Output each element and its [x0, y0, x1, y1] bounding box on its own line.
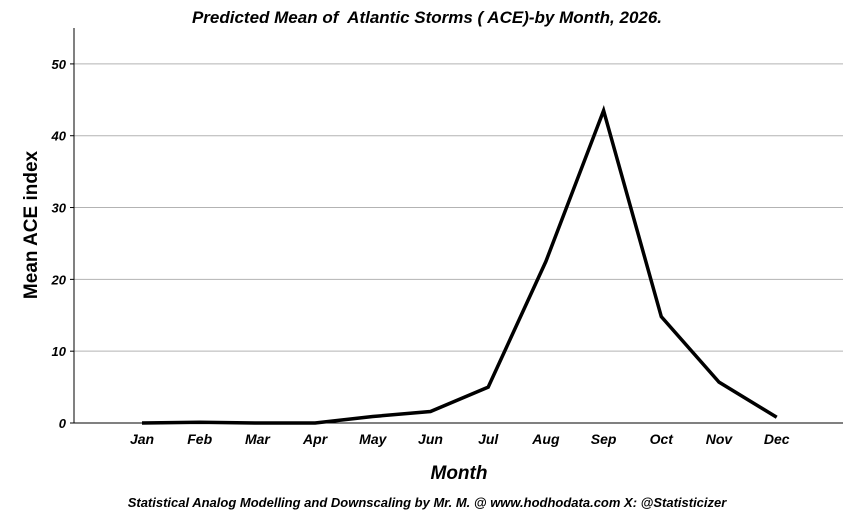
x-tick-label: Jul — [478, 431, 499, 447]
x-tick-label: Jun — [418, 431, 443, 447]
y-tick-label: 50 — [52, 57, 67, 72]
y-tick-label: 0 — [59, 416, 67, 431]
x-tick-label: May — [359, 431, 387, 447]
footer-credit: Statistical Analog Modelling and Downsca… — [127, 495, 727, 510]
gridlines — [74, 63, 843, 352]
x-tick-label: Oct — [650, 431, 675, 447]
x-axis-title: Month — [431, 463, 488, 484]
x-tick-label: Sep — [591, 431, 617, 447]
x-tick-label: Nov — [706, 431, 734, 447]
series-line — [141, 105, 778, 425]
x-tick-label: Feb — [187, 431, 212, 447]
y-tick-labels: 0 10 20 30 40 50 — [51, 57, 74, 431]
y-tick-label: 40 — [51, 129, 67, 144]
y-axis-title: Mean ACE index — [21, 150, 42, 299]
x-tick-label: Mar — [245, 431, 271, 447]
chart-title: Predicted Mean of Atlantic Storms ( ACE)… — [191, 8, 663, 27]
y-tick-label: 10 — [52, 344, 67, 359]
x-tick-label: Dec — [764, 431, 790, 447]
data-points — [142, 111, 777, 423]
y-tick-label: 30 — [52, 201, 67, 216]
x-tick-label: Apr — [302, 431, 329, 447]
x-tick-labels: Jan Feb Mar Apr May Jun Jul Aug Sep Oct Nov Dec — [130, 431, 790, 447]
y-tick-label: 20 — [51, 272, 67, 287]
x-tick-label: Jan — [130, 431, 154, 447]
x-tick-label: Aug — [531, 431, 560, 447]
